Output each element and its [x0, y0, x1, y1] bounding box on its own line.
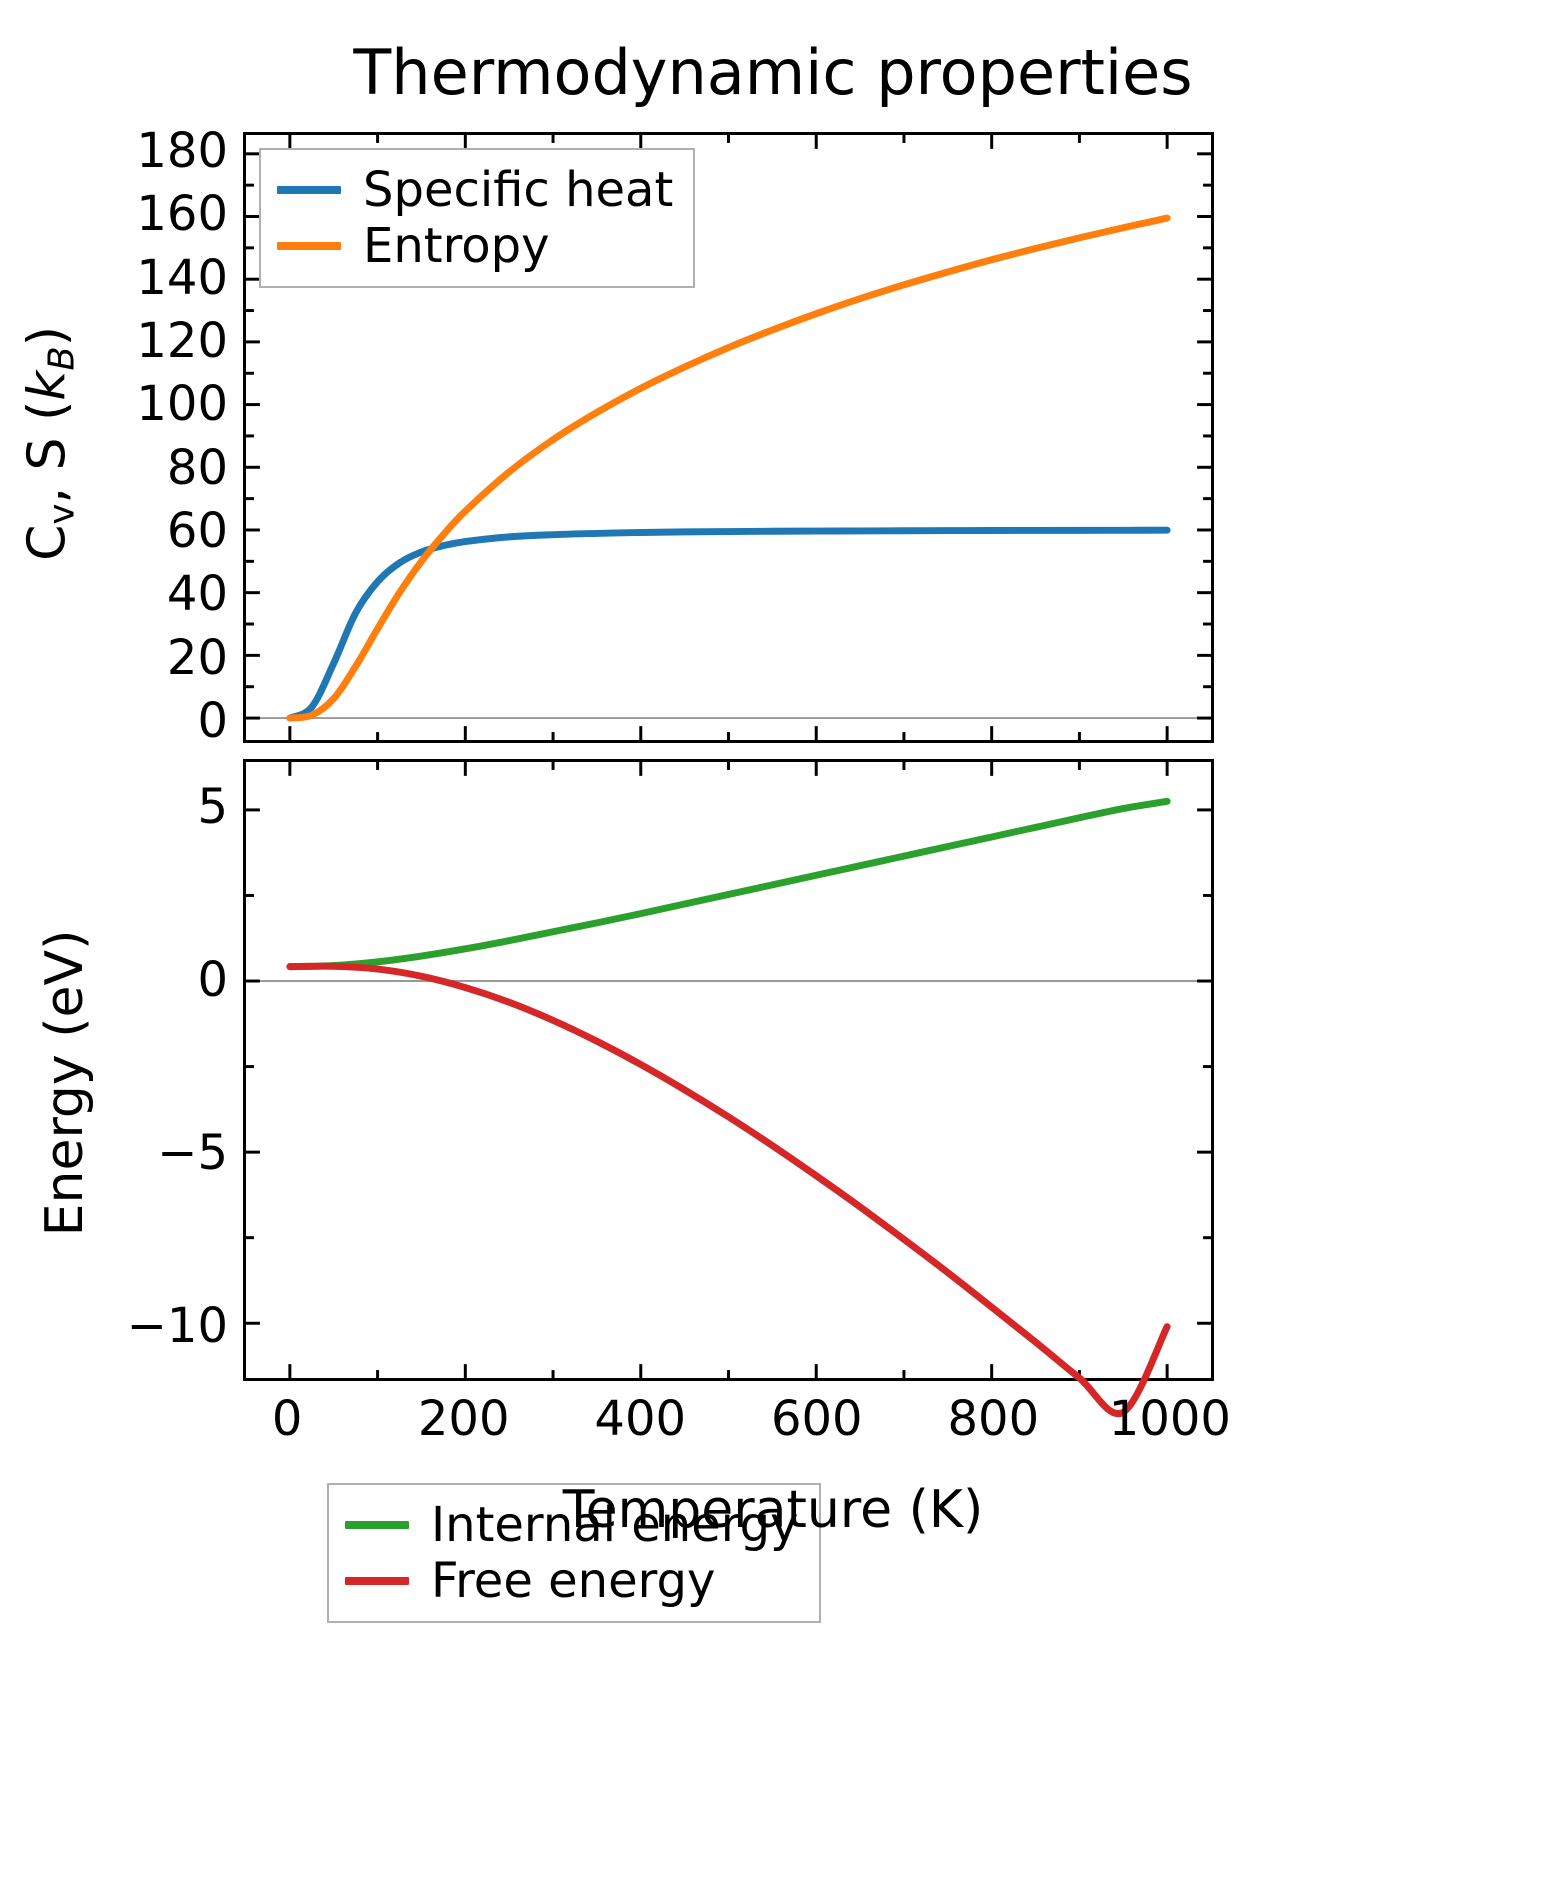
legend-label: Free energy — [431, 1553, 716, 1609]
top-panel-ytick-labels: 0 20 40 60 80 100 120 140 160 180 — [8, 127, 228, 749]
ylabel-cv-c: C — [17, 524, 78, 561]
legend-label: Internal energy — [431, 1497, 799, 1553]
bottom-panel-plot — [246, 762, 1211, 1418]
legend-label: Specific heat — [363, 162, 674, 218]
xtick-label: 1000 — [1108, 1391, 1231, 1447]
bottom-panel-ytick-labels: −10 −5 0 5 — [8, 759, 228, 1381]
top-panel-plot — [246, 135, 1211, 740]
legend-item[interactable]: Entropy — [277, 218, 673, 274]
ytick-label: 20 — [166, 629, 228, 686]
xtick-label: 600 — [770, 1391, 863, 1447]
xtick-label: 400 — [594, 1391, 687, 1447]
figure-title: Thermodynamic properties — [353, 36, 1193, 109]
legend-item[interactable]: Specific heat — [277, 162, 673, 218]
legend-label: Entropy — [363, 218, 550, 274]
ylabel-cv-sub: v — [41, 503, 83, 525]
xtick-label: 800 — [947, 1391, 1040, 1447]
legend-line-swatch — [345, 1521, 409, 1529]
bottom-panel-axes — [243, 759, 1214, 1418]
xtick-label: 200 — [417, 1391, 510, 1447]
bottom-panel-ylabel: Energy (eV) — [35, 929, 95, 1237]
top-panel-ylabel: Cv, S (kB) — [18, 223, 83, 663]
ytick-label: −5 — [157, 1124, 228, 1181]
legend-line-swatch — [277, 186, 341, 194]
ytick-label: 140 — [136, 249, 228, 306]
legend-item[interactable]: Free energy — [345, 1553, 799, 1609]
ytick-label: 60 — [166, 502, 228, 559]
x-axis-label: Temperature (K) — [562, 1480, 984, 1540]
legend-item[interactable]: Internal energy — [345, 1497, 799, 1553]
ytick-label: 160 — [136, 186, 228, 243]
legend-line-swatch — [345, 1577, 409, 1585]
ytick-label: 180 — [136, 122, 228, 179]
xtick-label: 0 — [271, 1391, 303, 1447]
ytick-label: 100 — [136, 376, 228, 433]
series-line-internal-energy — [286, 797, 1171, 971]
series-line-specific-heat — [286, 526, 1171, 722]
series-line-entropy — [286, 214, 1171, 722]
ylabel-kb-sub: B — [41, 346, 83, 371]
top-panel-legend[interactable]: Specific heat Entropy — [259, 148, 696, 288]
legend-line-swatch — [277, 242, 341, 250]
ytick-label: 0 — [197, 692, 228, 749]
ytick-label: 0 — [197, 952, 228, 1009]
ylabel-suffix: ) — [17, 326, 78, 347]
ylabel-mid: , S ( — [17, 400, 78, 504]
ytick-label: 5 — [197, 779, 228, 836]
ytick-label: 80 — [166, 439, 228, 496]
ytick-label: 40 — [166, 566, 228, 623]
ylabel-kb-k: k — [17, 370, 78, 401]
series-line-free-energy — [286, 962, 1171, 1418]
bottom-panel-legend[interactable]: Internal energy Free energy — [327, 1483, 821, 1623]
ytick-label: −10 — [126, 1297, 228, 1354]
x-axis-tick-labels: 0 200 400 600 800 1000 — [0, 1395, 1546, 1455]
ytick-label: 120 — [136, 312, 228, 369]
